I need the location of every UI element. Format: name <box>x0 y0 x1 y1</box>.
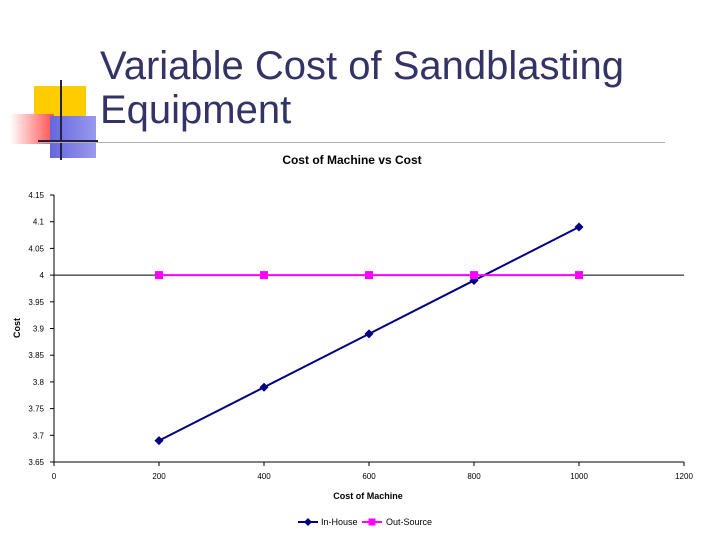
x-tick-label: 1000 <box>570 472 588 481</box>
x-tick-label: 0 <box>52 472 57 481</box>
y-tick-label: 3.75 <box>28 405 44 414</box>
y-tick-label: 3.8 <box>33 378 45 387</box>
chart-title: Cost of Machine vs Cost <box>282 153 421 167</box>
x-axis-label: Cost of Machine <box>333 491 403 501</box>
y-tick-label: 3.65 <box>28 458 44 467</box>
data-point-in-house <box>154 436 164 446</box>
data-point-out-source <box>575 271 583 280</box>
deco-vertical-line <box>60 80 62 160</box>
y-tick-label: 4 <box>40 271 45 280</box>
y-tick-label: 4.1 <box>33 218 45 227</box>
x-tick-label: 200 <box>152 472 166 481</box>
data-point-out-source <box>260 271 268 280</box>
y-tick-label: 3.7 <box>33 431 45 440</box>
y-tick-label: 3.95 <box>28 298 44 307</box>
data-point-in-house <box>574 222 584 232</box>
data-point-in-house <box>259 382 269 392</box>
chart-legend: In-House Out-Source <box>298 517 432 527</box>
data-point-out-source <box>365 271 373 280</box>
deco-horizontal-line <box>38 140 98 142</box>
x-tick-label: 600 <box>362 472 376 481</box>
y-tick-label: 3.85 <box>28 351 44 360</box>
legend-label-out-source: Out-Source <box>386 517 432 527</box>
y-tick-label: 3.9 <box>33 325 45 334</box>
data-point-in-house <box>364 329 374 339</box>
y-tick-label: 4.15 <box>28 191 44 200</box>
x-tick-label: 1200 <box>675 472 693 481</box>
x-tick-label: 800 <box>467 472 481 481</box>
data-point-out-source <box>470 271 478 280</box>
x-tick-label: 400 <box>257 472 271 481</box>
slide-title: Variable Cost of Sandblasting Equipment <box>100 44 625 132</box>
legend-marker-out-source <box>368 518 376 526</box>
deco-blue-square <box>50 116 96 158</box>
legend-label-in-house: In-House <box>321 517 358 527</box>
deco-red-square <box>10 114 54 144</box>
title-rule <box>40 142 665 143</box>
y-axis-label: Cost <box>12 318 22 338</box>
data-point-out-source <box>155 271 163 280</box>
legend-marker-in-house <box>304 518 312 526</box>
y-tick-label: 4.05 <box>28 244 44 253</box>
